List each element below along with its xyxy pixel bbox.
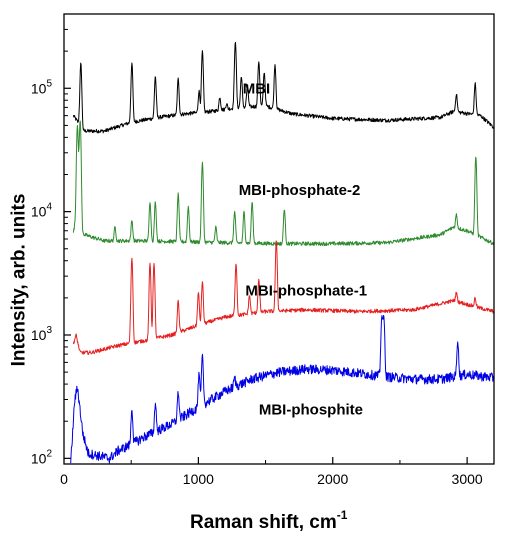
- y-axis-title: Intensity, arb. units: [8, 193, 29, 367]
- series-label-2: MBI-phosphate-2: [239, 182, 361, 199]
- series-label-1: MBI: [243, 80, 271, 97]
- spectra-series-group: [70, 41, 495, 464]
- x-tick-label-3: 2000: [317, 471, 348, 487]
- plot-frame: [63, 13, 495, 465]
- x-tick-label-1: 0: [60, 471, 68, 487]
- x-axis-title: Raman shift, cm: [190, 512, 337, 533]
- x-tick-label-4: 3000: [452, 471, 483, 487]
- y-tick-label-1: 102: [31, 448, 53, 466]
- y-axis-title-wrap: Intensity, arb. units: [4, 90, 34, 470]
- x-axis-title-wrap: Raman shift, cm-1: [190, 508, 347, 534]
- y-tick-label-4: 105: [31, 78, 53, 96]
- series-label-4: MBI-phosphite: [259, 401, 363, 418]
- series-line-4: [70, 315, 495, 464]
- series-labels: MBI MBI-phosphate-2 MBI-phosphate-1 MBI-pho…: [239, 80, 367, 418]
- x-axis-ticks: 0 1000 2000 3000: [60, 457, 483, 487]
- y-tick-label-2: 103: [31, 325, 53, 343]
- y-axis-ticks: 102 103 104 105: [31, 13, 71, 466]
- y-tick-label-3: 104: [31, 202, 53, 220]
- x-axis-title-superscript: -1: [336, 508, 348, 522]
- series-label-3: MBI-phosphate-1: [245, 282, 367, 299]
- series-line-1: [72, 41, 495, 134]
- series-line-3: [72, 240, 495, 355]
- series-line-2: [72, 120, 495, 247]
- x-tick-label-2: 1000: [183, 471, 214, 487]
